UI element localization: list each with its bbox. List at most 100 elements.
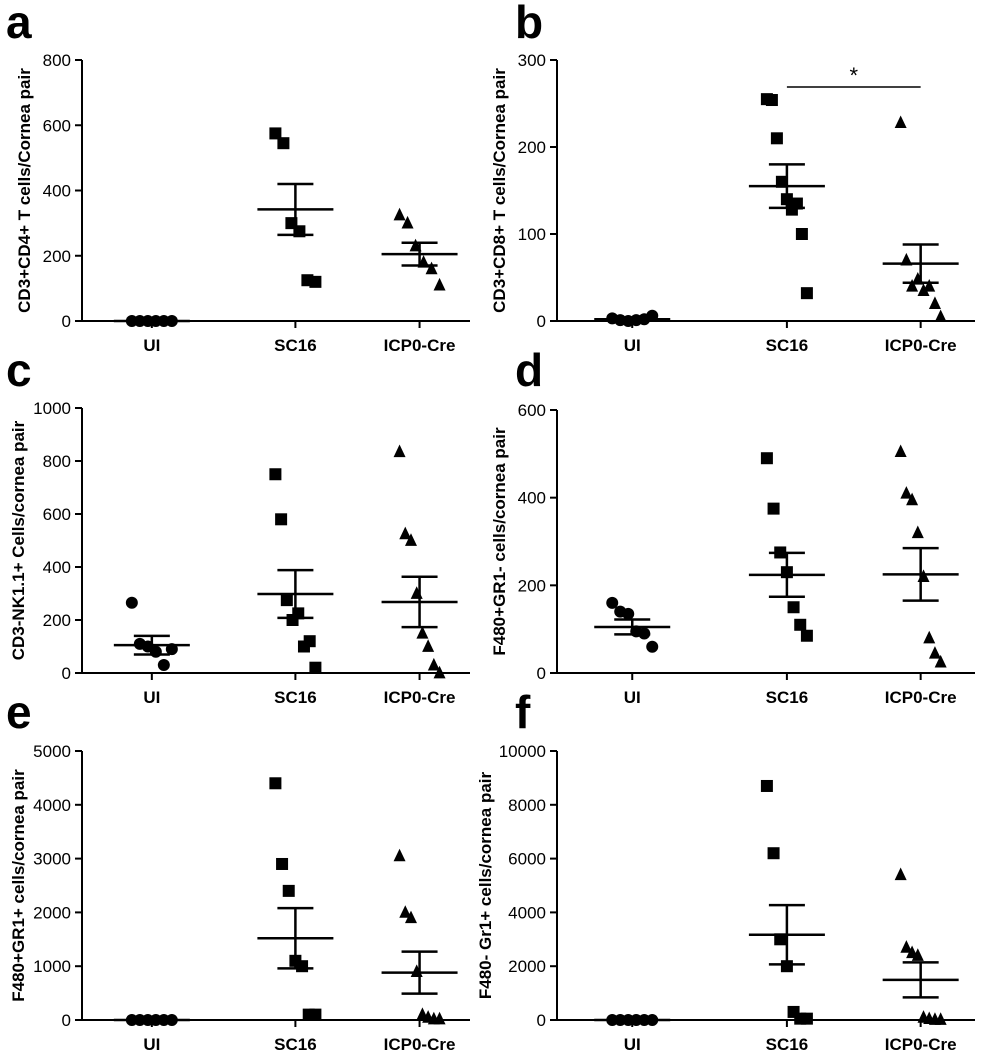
x-tick-label: ICP0-Cre	[384, 688, 456, 707]
data-point-triangle	[433, 277, 446, 291]
data-point-triangle	[911, 948, 924, 961]
x-tick-label: SC16	[766, 336, 809, 355]
data-point-circle	[125, 596, 138, 609]
data-point-square	[277, 137, 290, 150]
y-axis-label: CD3-NK1.1+ Cells/cornea pair	[9, 420, 28, 660]
panel-e: e 0 1000 2000 3000 4000 5000 F480+GR1+ cells/co…	[6, 686, 470, 1050]
data-point-triangle	[928, 646, 941, 659]
x-tick-label: ICP0-Cre	[384, 336, 456, 355]
y-tick-label: 600	[518, 401, 546, 420]
data-point-triangle	[416, 626, 429, 639]
x-tick-label: UI	[143, 688, 160, 707]
data-point-triangle	[422, 639, 435, 652]
y-tick-label: 200	[43, 611, 71, 630]
y-axis-label: F480+GR1- cells/cornea pair	[490, 427, 509, 656]
data-point-triangle	[934, 654, 947, 668]
y-axis-label: F480+GR1+ cells/cornea pair	[9, 769, 28, 1002]
x-tick-label: ICP0-Cre	[885, 1035, 957, 1050]
data-point-square	[280, 594, 293, 607]
y-tick-label: 6000	[508, 850, 546, 869]
data-point-triangle	[894, 444, 907, 458]
y-tick-label: 0	[537, 1011, 546, 1030]
data-point-triangle	[433, 1011, 446, 1025]
data-point-triangle	[404, 533, 417, 546]
data-point-square	[269, 468, 282, 481]
panel-letter: c	[6, 344, 32, 396]
data-point-square	[800, 287, 813, 300]
panel-b: b 0 100 200 300 CD3+CD8+ T cells/Cornea pair U…	[490, 0, 975, 355]
y-tick-label: 4000	[508, 903, 546, 922]
data-point-triangle	[393, 207, 406, 221]
y-axis-label: CD3+CD8+ T cells/Cornea pair	[490, 68, 509, 313]
data-point-square	[774, 933, 787, 946]
data-point-triangle	[934, 1012, 947, 1025]
x-tick-label: UI	[624, 1035, 641, 1050]
data-point-square	[767, 502, 780, 515]
x-tick-label: SC16	[766, 1035, 809, 1050]
y-tick-label: 1000	[33, 399, 71, 418]
y-tick-label: 5000	[33, 742, 71, 761]
data-point-triangle	[410, 964, 423, 977]
y-tick-label: 600	[43, 116, 71, 135]
data-point-square	[800, 1012, 813, 1025]
y-tick-label: 300	[518, 51, 546, 70]
y-tick-label: 0	[62, 1011, 71, 1030]
y-tick-label: 0	[62, 664, 71, 683]
data-point-triangle	[894, 867, 907, 881]
y-tick-label: 200	[43, 247, 71, 266]
data-point-triangle	[393, 848, 406, 862]
data-point-triangle	[928, 296, 941, 309]
y-tick-label: 10000	[499, 742, 546, 761]
y-tick-label: 400	[43, 182, 71, 201]
panel-d: d 0 200 400 600 F480+GR1- cells/cornea pair UI…	[490, 344, 975, 707]
panel-a: a 0 200 400 600 800 CD3+CD4+ T cells/Cornea pa…	[6, 0, 470, 355]
data-point-square	[760, 779, 773, 792]
y-tick-label: 3000	[33, 850, 71, 869]
data-point-triangle	[894, 115, 907, 129]
data-point-triangle	[911, 525, 924, 539]
y-tick-label: 800	[43, 452, 71, 471]
data-point-square	[276, 857, 289, 870]
x-tick-label: SC16	[766, 688, 809, 707]
data-point-square	[309, 275, 322, 288]
data-point-square	[800, 629, 813, 642]
data-point-triangle	[917, 283, 930, 296]
data-point-square	[770, 132, 783, 145]
data-point-circle	[157, 659, 170, 672]
data-point-triangle	[425, 261, 438, 275]
significance-mark: *	[849, 63, 858, 88]
panel-letter: a	[6, 0, 32, 48]
data-point-square	[303, 635, 316, 648]
data-point-triangle	[404, 910, 417, 924]
panel-c: c 0 200 400 600 800 1000 CD3-NK1.1+ Cells/corne…	[6, 344, 470, 707]
data-point-triangle	[906, 279, 919, 292]
x-tick-label: SC16	[274, 336, 317, 355]
data-point-triangle	[427, 657, 440, 671]
x-tick-label: UI	[143, 336, 160, 355]
data-point-square	[775, 175, 788, 188]
data-point-triangle	[923, 630, 936, 644]
x-tick-label: ICP0-Cre	[885, 688, 957, 707]
data-point-triangle	[906, 492, 919, 506]
x-tick-label: ICP0-Cre	[384, 1035, 456, 1050]
data-point-square	[765, 94, 778, 107]
data-point-triangle	[917, 569, 930, 582]
data-point-square	[790, 197, 803, 210]
x-tick-label: UI	[624, 336, 641, 355]
y-tick-label: 0	[537, 312, 546, 331]
y-tick-label: 8000	[508, 796, 546, 815]
y-tick-label: 1000	[33, 957, 71, 976]
x-tick-label: ICP0-Cre	[885, 336, 957, 355]
data-point-triangle	[410, 586, 423, 599]
data-point-square	[767, 847, 780, 860]
y-tick-label: 200	[518, 138, 546, 157]
panel-letter: f	[515, 686, 531, 738]
y-axis-label: F480- Gr1+ cells/cornea pair	[476, 771, 495, 999]
data-point-triangle	[433, 665, 446, 679]
data-point-triangle	[934, 309, 947, 323]
y-axis-label: CD3+CD4+ T cells/Cornea pair	[15, 68, 34, 313]
x-tick-label: UI	[624, 688, 641, 707]
x-tick-label: SC16	[274, 1035, 317, 1050]
